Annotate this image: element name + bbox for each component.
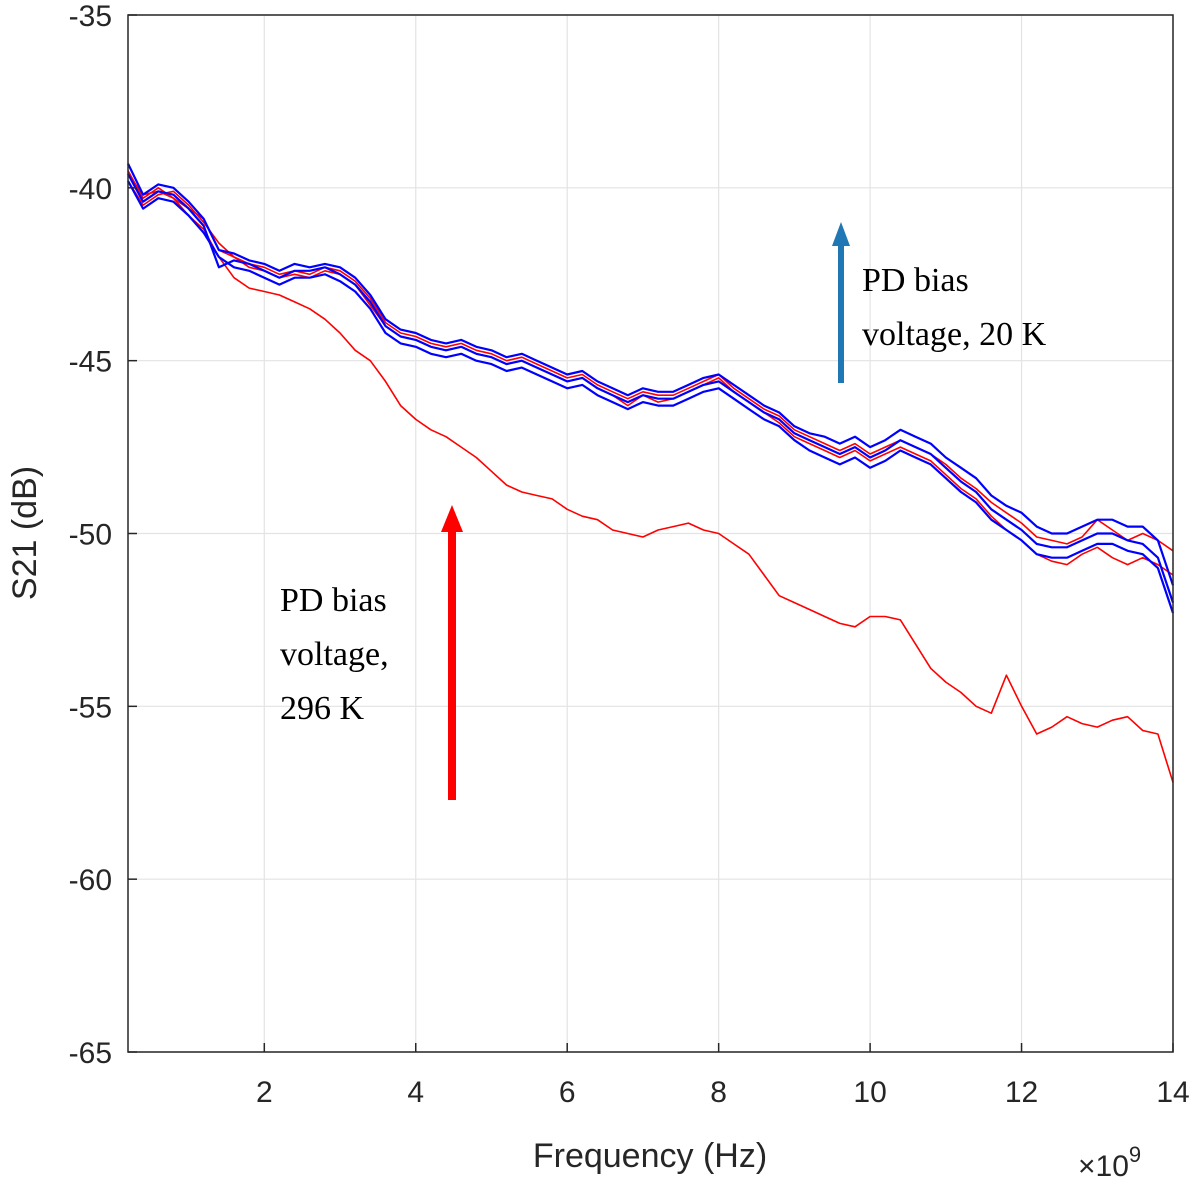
series-line-red-2 [127, 180, 1174, 552]
x-tick-label: 8 [710, 1076, 727, 1109]
exponent-base: ×10 [1078, 1150, 1129, 1183]
arrow-20k-icon [832, 222, 850, 383]
y-tick-label: -35 [69, 0, 112, 33]
x-axis-exponent: ×109 [1078, 1142, 1141, 1183]
y-tick-label: -45 [69, 346, 112, 379]
annotation-20k-line-1: PD bias [862, 262, 969, 299]
x-tick-label: 4 [407, 1076, 424, 1109]
annotation-20k: PD bias voltage, 20 K [862, 262, 1047, 353]
y-tick-label: -50 [69, 519, 112, 552]
annotation-296k-line-1: PD bias [280, 582, 387, 619]
axis-ticks: 2 4 6 8 10 12 14 -35 -40 -45 -50 -55 -60 -65 [69, 0, 1190, 1109]
annotation-296k-line-2: voltage, [280, 636, 389, 673]
arrow-296k-icon [441, 505, 463, 800]
annotation-296k-line-3: 296 K [280, 690, 365, 727]
y-tick-label: -65 [69, 1037, 112, 1070]
series-line-red-1 [127, 170, 1174, 576]
y-tick-label: -60 [69, 864, 112, 897]
series-line-blue-4 [127, 173, 1175, 603]
y-tick-label: -40 [69, 173, 112, 206]
exponent-power: 9 [1129, 1142, 1141, 1167]
series-line-blue-5 [127, 180, 1175, 614]
x-tick-label: 6 [559, 1076, 576, 1109]
annotation-20k-line-2: voltage, 20 K [862, 316, 1047, 353]
x-tick-label: 12 [1005, 1076, 1038, 1109]
y-axis-label: S21 (dB) [6, 466, 44, 600]
x-tick-label: 14 [1156, 1076, 1189, 1109]
y-tick-label: -55 [69, 691, 112, 724]
x-axis-label: Frequency (Hz) [533, 1137, 767, 1175]
series-line-blue-3 [127, 163, 1175, 586]
x-tick-label: 10 [853, 1076, 886, 1109]
series-line-red-0 [127, 173, 1174, 783]
x-tick-label: 2 [256, 1076, 273, 1109]
data-series [127, 163, 1175, 783]
annotation-296k: PD bias voltage, 296 K [280, 582, 397, 727]
